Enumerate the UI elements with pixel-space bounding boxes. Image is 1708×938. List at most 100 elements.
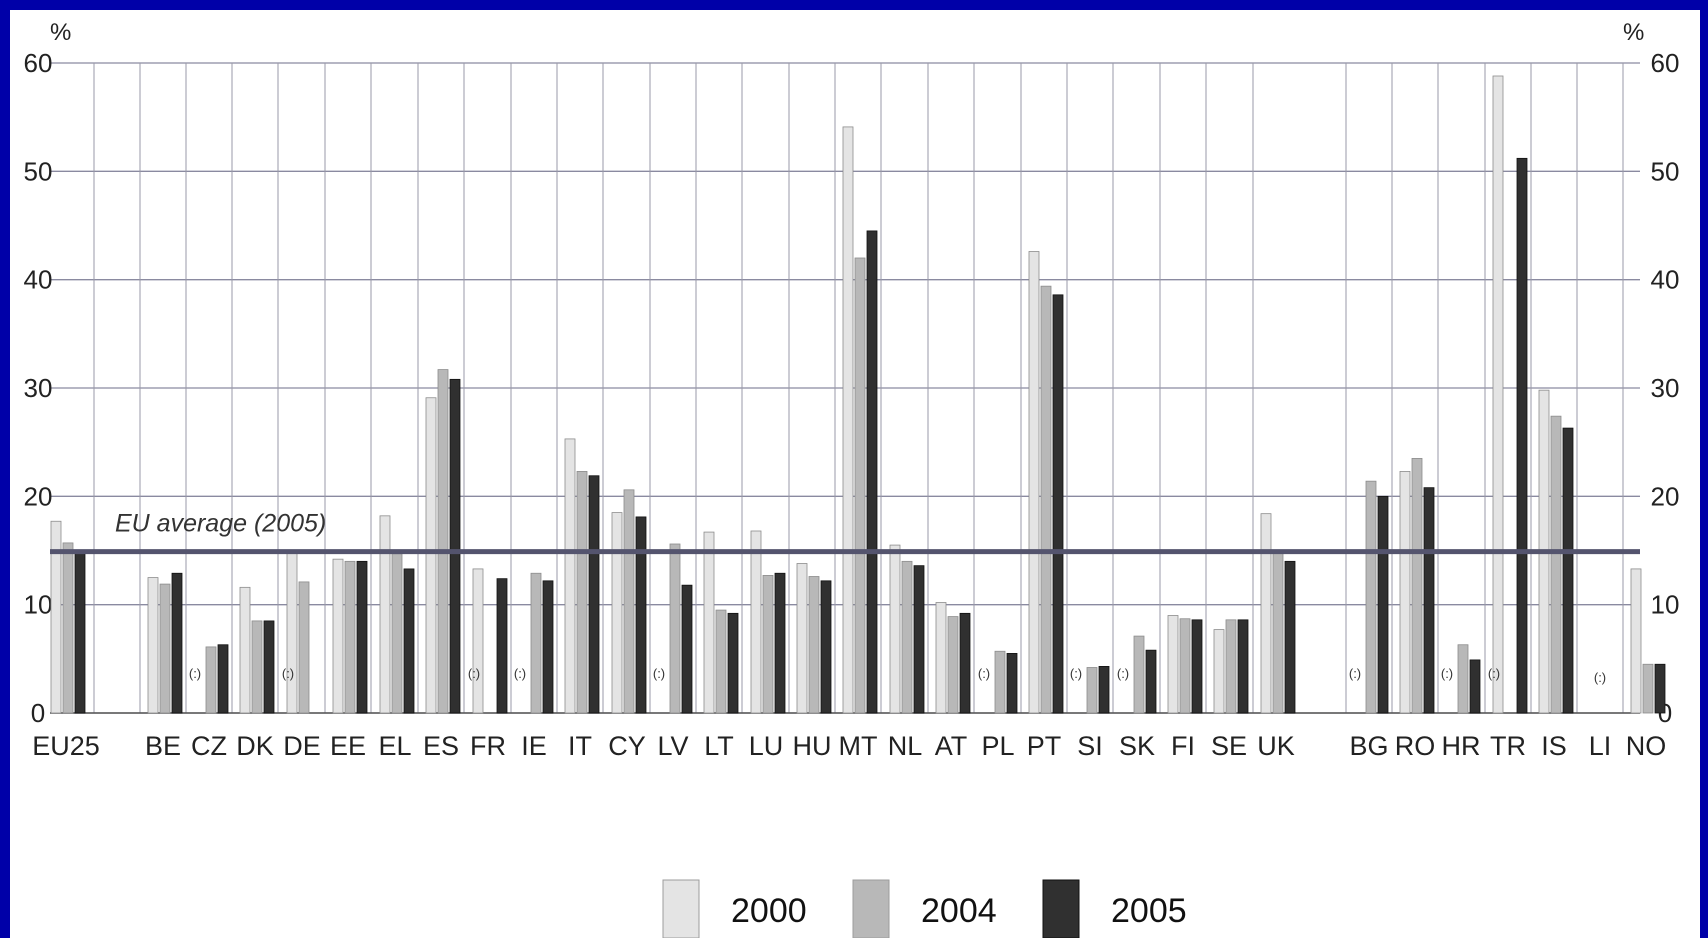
reference-line-layer: EU average (2005) bbox=[50, 510, 1640, 555]
bar-TR-2000 bbox=[1492, 75, 1504, 714]
x-tick-label: EE bbox=[330, 731, 366, 761]
bar-SK-2004 bbox=[1133, 635, 1145, 714]
bar-FI-2000 bbox=[1167, 615, 1179, 714]
bar-LT-2000 bbox=[703, 531, 715, 714]
bar-BE-2004 bbox=[159, 583, 171, 714]
bar-FI-2004 bbox=[1179, 618, 1191, 714]
x-tick-label: TR bbox=[1490, 731, 1526, 761]
not-available-marker: (:) bbox=[1441, 666, 1453, 681]
bar-BE-2000 bbox=[147, 577, 159, 714]
bar-NL-2000 bbox=[889, 544, 901, 714]
chart-frame: 00101020203030404050506060 EU average (2… bbox=[10, 10, 1700, 938]
bar-DK-2000 bbox=[239, 586, 251, 714]
bar-UK-2005 bbox=[1284, 560, 1296, 714]
bar-BE-2005 bbox=[171, 572, 183, 714]
bar-DE-2004 bbox=[298, 581, 310, 714]
bar-DK-2005 bbox=[263, 620, 275, 714]
axis-layer: % % bbox=[50, 19, 1644, 46]
bar-NO-2005 bbox=[1654, 663, 1666, 714]
not-available-marker: (:) bbox=[468, 666, 480, 681]
bar-AT-2000 bbox=[935, 602, 947, 714]
x-tick-label: NO bbox=[1626, 731, 1667, 761]
bar-HU-2004 bbox=[808, 576, 820, 714]
x-tick-label: MT bbox=[839, 731, 878, 761]
bar-HU-2005 bbox=[820, 580, 832, 714]
bar-SE-2005 bbox=[1237, 619, 1249, 714]
bar-PT-2000 bbox=[1028, 251, 1040, 714]
x-tick-label: BE bbox=[145, 731, 181, 761]
bar-LV-2004 bbox=[669, 543, 681, 714]
x-tick-label: ES bbox=[423, 731, 459, 761]
x-tick-label: SE bbox=[1211, 731, 1247, 761]
y-tick-label-left: 30 bbox=[24, 373, 53, 403]
bar-IS-2005 bbox=[1562, 427, 1574, 714]
bar-SK-2005 bbox=[1145, 649, 1157, 714]
bar-ES-2000 bbox=[425, 397, 437, 714]
bar-EL-2000 bbox=[379, 515, 391, 714]
bar-UK-2004 bbox=[1272, 550, 1284, 714]
not-available-marker: (:) bbox=[282, 666, 294, 681]
bar-AT-2004 bbox=[947, 616, 959, 714]
x-tick-label: RO bbox=[1395, 731, 1436, 761]
bar-chart: 00101020203030404050506060 EU average (2… bbox=[24, 19, 1680, 938]
bar-RO-2004 bbox=[1411, 458, 1423, 714]
bar-SE-2004 bbox=[1225, 619, 1237, 714]
bar-LU-2000 bbox=[750, 530, 762, 714]
category-labels: EU25 BE CZ DK DE EE EL ES FR IE IT CY LV LT LU HU MT NL AT… bbox=[32, 731, 1666, 761]
x-tick-label: SK bbox=[1119, 731, 1155, 761]
right-axis-unit: % bbox=[1623, 19, 1644, 46]
not-available-marker: (:) bbox=[978, 666, 990, 681]
x-tick-label: UK bbox=[1257, 731, 1295, 761]
y-tick-label-left: 50 bbox=[24, 156, 53, 186]
y-tick-label-right: 20 bbox=[1651, 481, 1680, 511]
x-tick-label: LU bbox=[749, 731, 784, 761]
y-tick-label-left: 20 bbox=[24, 481, 53, 511]
x-tick-label: CZ bbox=[191, 731, 227, 761]
not-available-marker: (:) bbox=[1594, 670, 1606, 685]
x-tick-label: LI bbox=[1589, 731, 1612, 761]
x-tick-label: FR bbox=[470, 731, 506, 761]
bar-CY-2005 bbox=[635, 516, 647, 714]
bar-EE-2004 bbox=[344, 560, 356, 714]
bar-BG-2004 bbox=[1365, 480, 1377, 714]
bar-CY-2004 bbox=[623, 489, 635, 714]
bar-FR-2005 bbox=[496, 578, 508, 714]
x-tick-label: PT bbox=[1027, 731, 1062, 761]
bar-IS-2004 bbox=[1550, 415, 1562, 714]
bar-IE-2005 bbox=[542, 580, 554, 714]
x-tick-label: DK bbox=[236, 731, 274, 761]
legend-label-2004: 2004 bbox=[921, 892, 997, 930]
bar-NL-2004 bbox=[901, 560, 913, 714]
legend-label-2000: 2000 bbox=[731, 892, 807, 930]
not-available-marker: (:) bbox=[514, 666, 526, 681]
bar-SI-2004 bbox=[1086, 667, 1098, 714]
bar-LT-2005 bbox=[727, 612, 739, 714]
bar-IT-2004 bbox=[576, 471, 588, 714]
x-tick-label: IT bbox=[568, 731, 592, 761]
y-tick-label-right: 50 bbox=[1651, 156, 1680, 186]
not-available-marker: (:) bbox=[653, 666, 665, 681]
bar-IT-2000 bbox=[564, 438, 576, 714]
y-tick-label-left: 60 bbox=[24, 48, 53, 78]
not-available-marker: (:) bbox=[1488, 666, 1500, 681]
bar-PL-2004 bbox=[994, 650, 1006, 714]
bar-EL-2004 bbox=[391, 553, 403, 714]
legend-swatch-2000 bbox=[662, 879, 700, 938]
bar-DK-2004 bbox=[251, 620, 263, 714]
bar-IE-2004 bbox=[530, 572, 542, 714]
not-available-marker: (:) bbox=[1349, 666, 1361, 681]
not-available-marker: (:) bbox=[1070, 666, 1082, 681]
y-tick-label-right: 10 bbox=[1651, 590, 1680, 620]
legend-label-2005: 2005 bbox=[1111, 892, 1187, 930]
legend-swatch-2004 bbox=[852, 879, 890, 938]
bar-LU-2004 bbox=[762, 575, 774, 714]
bar-FR-2000 bbox=[472, 568, 484, 714]
bar-AT-2005 bbox=[959, 612, 971, 714]
x-tick-label: IS bbox=[1541, 731, 1567, 761]
x-tick-label: EU25 bbox=[32, 731, 100, 761]
bar-EU25-2005 bbox=[74, 551, 86, 714]
not-available-marker: (:) bbox=[1117, 666, 1129, 681]
bar-EE-2000 bbox=[332, 558, 344, 714]
bar-CZ-2005 bbox=[217, 644, 229, 714]
eu-average-label: EU average (2005) bbox=[115, 510, 326, 538]
